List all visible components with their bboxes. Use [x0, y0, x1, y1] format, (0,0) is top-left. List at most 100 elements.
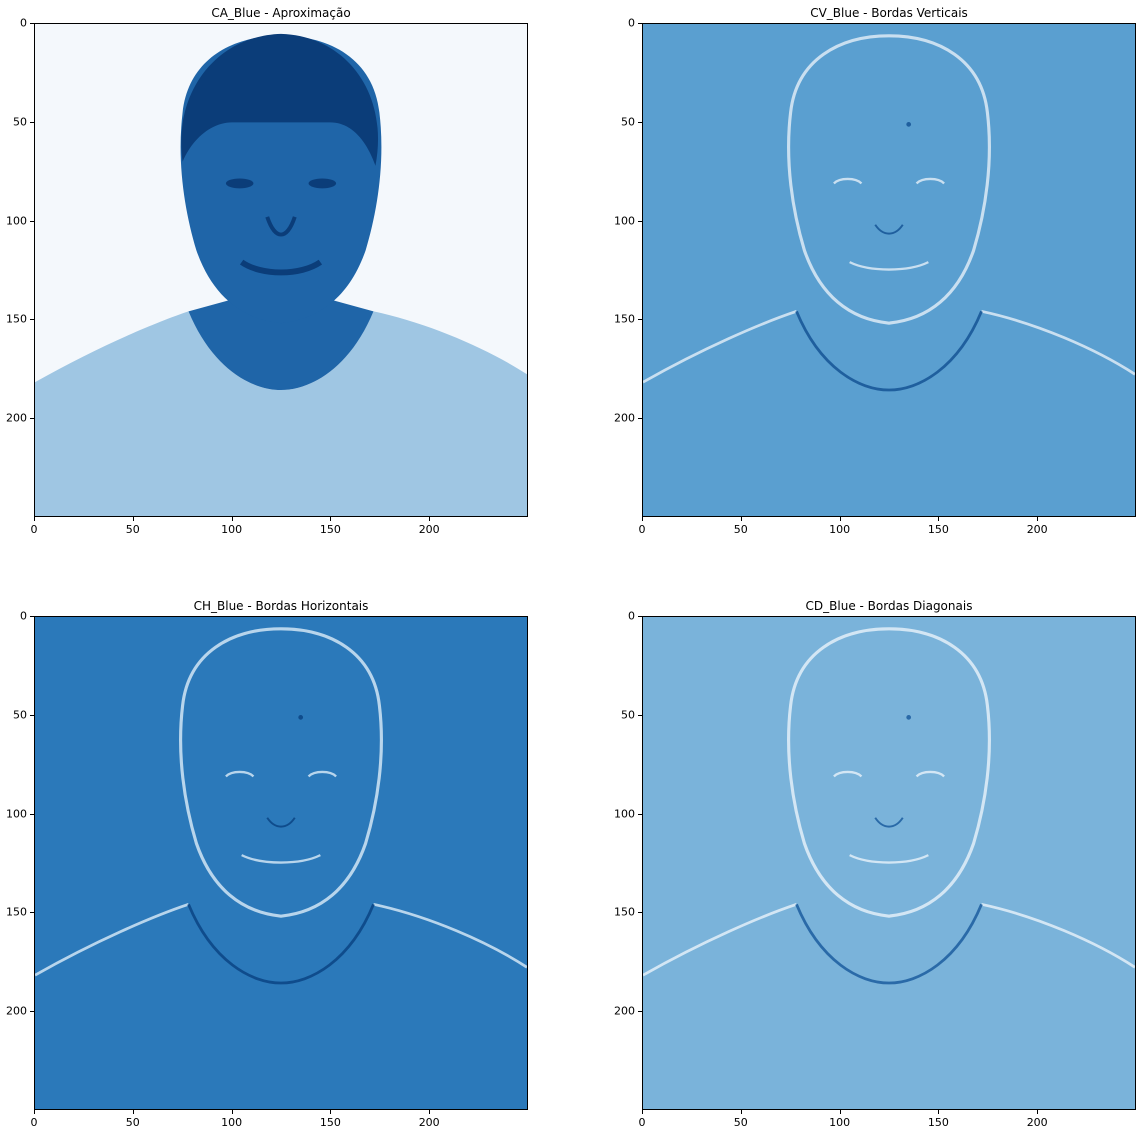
panel-title: CV_Blue - Bordas Verticais: [810, 6, 968, 20]
x-tick-label: 50: [733, 1116, 748, 1129]
y-tick-label: 200: [614, 1004, 635, 1018]
x-tick-label: 150: [927, 523, 949, 536]
neck-region: [188, 299, 374, 391]
y-tick-label: 200: [6, 1004, 27, 1018]
y-tick: [30, 813, 34, 815]
x-tick-label: 100: [829, 1116, 851, 1129]
y-tick-label: 0: [20, 16, 27, 30]
x-tick-label: 100: [221, 523, 243, 536]
x-tick-label: 200: [418, 1116, 440, 1129]
x-tick: [330, 1110, 332, 1114]
x-tick-label: 50: [125, 1116, 140, 1129]
y-tick-label: 200: [614, 411, 635, 425]
y-tick: [30, 418, 34, 420]
collar-edge: [187, 903, 375, 985]
right-eye: [308, 178, 337, 189]
y-tick-label: 50: [13, 115, 27, 129]
x-tick-label: 150: [319, 523, 341, 536]
panel-title: CD_Blue - Bordas Diagonais: [805, 599, 973, 613]
x-tick-label: 150: [319, 1116, 341, 1129]
x-tick-label: 0: [30, 1116, 38, 1129]
forehead-spot: [906, 715, 912, 720]
mouth-edge: [241, 854, 321, 864]
y-tick-label: 50: [621, 115, 635, 129]
x-tick: [938, 1110, 940, 1114]
y-tick-label: 0: [628, 16, 635, 30]
x-tick-label: 0: [638, 1116, 646, 1129]
x-tick-label: 50: [125, 523, 140, 536]
head-edge: [787, 34, 991, 325]
image-svg: [35, 24, 527, 516]
forehead-spot: [906, 122, 912, 127]
forehead-spot: [298, 715, 304, 720]
x-tick-label: 0: [30, 523, 38, 536]
y-tick: [30, 714, 34, 716]
y-tick: [30, 121, 34, 123]
y-tick-label: 0: [628, 609, 635, 623]
y-tick: [638, 23, 642, 24]
x-tick: [34, 1110, 35, 1114]
nose: [265, 216, 297, 237]
x-tick-label: 200: [418, 523, 440, 536]
y-tick: [30, 912, 34, 914]
y-tick-label: 0: [20, 609, 27, 623]
y-tick: [30, 220, 34, 222]
nose-edge: [874, 224, 904, 235]
image-svg: [35, 617, 527, 1109]
y-tick-label: 100: [614, 214, 635, 228]
x-tick-label: 0: [638, 523, 646, 536]
hair-region: [181, 33, 379, 166]
x-tick: [330, 517, 332, 521]
x-tick-label: 200: [1026, 523, 1048, 536]
y-tick: [638, 1011, 642, 1013]
x-tick-label: 100: [829, 523, 851, 536]
shoulder-edge: [643, 902, 1135, 977]
x-tick: [938, 517, 940, 521]
x-tick-label: 200: [1026, 1116, 1048, 1129]
x-tick: [231, 517, 233, 521]
x-tick-label: 100: [221, 1116, 243, 1129]
mouth-edge: [849, 261, 929, 271]
shoulder-edge: [643, 309, 1135, 384]
y-tick-label: 100: [614, 807, 635, 821]
y-tick-label: 100: [6, 214, 27, 228]
y-tick-label: 150: [6, 312, 27, 326]
image-svg: [643, 24, 1135, 516]
x-tick: [132, 517, 134, 521]
eye-edges: [833, 177, 945, 185]
shoulder-edge: [35, 902, 527, 977]
y-tick-label: 50: [621, 708, 635, 722]
head-edge: [787, 627, 991, 918]
y-tick-label: 150: [614, 905, 635, 919]
x-tick: [1037, 1110, 1039, 1114]
y-tick: [30, 1011, 34, 1013]
x-tick: [1037, 517, 1039, 521]
y-tick-label: 200: [6, 411, 27, 425]
y-tick-label: 50: [13, 708, 27, 722]
x-tick: [231, 1110, 233, 1114]
x-tick: [429, 1110, 431, 1114]
x-tick-label: 50: [733, 523, 748, 536]
x-tick: [839, 517, 841, 521]
collar-edge: [795, 903, 983, 985]
y-tick: [638, 616, 642, 617]
x-tick: [839, 1110, 841, 1114]
y-tick-label: 150: [6, 905, 27, 919]
image-axes: [642, 23, 1136, 517]
y-tick-label: 100: [6, 807, 27, 821]
head-edge: [179, 627, 383, 918]
x-tick-label: 150: [927, 1116, 949, 1129]
panel-title: CA_Blue - Aproximação: [211, 6, 351, 20]
image-axes: [34, 23, 528, 517]
y-tick: [638, 121, 642, 123]
nose-edge: [266, 817, 296, 828]
eye-edges: [225, 770, 337, 778]
image-axes: [642, 616, 1136, 1110]
y-tick: [638, 220, 642, 222]
y-tick: [638, 319, 642, 321]
y-tick: [638, 418, 642, 420]
panel-title: CH_Blue - Bordas Horizontais: [193, 599, 369, 613]
y-tick: [638, 813, 642, 815]
y-tick: [30, 23, 34, 24]
y-tick-label: 150: [614, 312, 635, 326]
